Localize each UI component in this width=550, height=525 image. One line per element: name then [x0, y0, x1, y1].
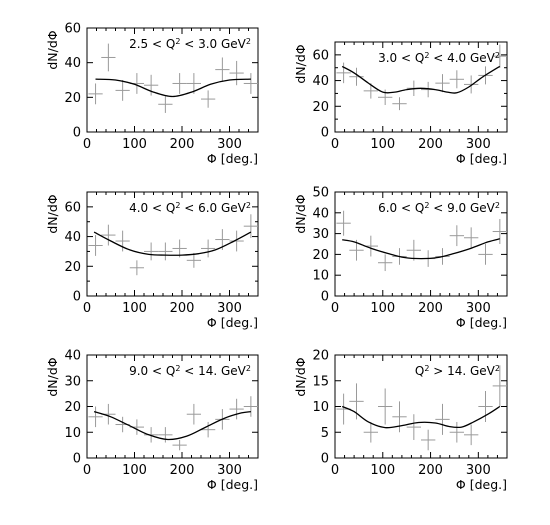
- x-tick-label: 200: [418, 137, 443, 152]
- panel-label: 4.0 < Q2 < 6.0 GeV2: [129, 201, 251, 216]
- y-axis-label: dN/dΦ: [45, 194, 60, 233]
- x-tick-label: 100: [370, 137, 395, 152]
- panel-2: 0 100 200 300 0 20 40 60 Φ [deg.] dN/dΦ 3.0 < Q2 <…: [293, 41, 508, 166]
- fit-curve: [341, 65, 501, 94]
- x-tick-label: 100: [370, 301, 395, 316]
- x-tick-label: 200: [418, 463, 443, 478]
- y-tick-label: 0: [321, 452, 329, 467]
- x-axis-label: Φ [deg.]: [456, 151, 507, 166]
- x-tick-label: 200: [170, 463, 195, 478]
- y-tick-label: 5: [321, 426, 329, 441]
- y-tick-label: 0: [73, 126, 81, 141]
- panel-6: 0 100 200 300 0 5 10 15 20 Φ [deg.] dN/dΦ Q2 > 14. …: [293, 349, 508, 492]
- y-tick-label: 0: [73, 290, 81, 305]
- x-axis-label: Φ [deg.]: [207, 477, 258, 492]
- x-tick-label: 200: [170, 137, 195, 152]
- y-tick-label: 0: [73, 452, 81, 467]
- y-tick-label: 60: [64, 22, 81, 37]
- x-tick-label: 100: [122, 463, 147, 478]
- panel-5: 0 100 200 300 0 10 20 30 40 Φ [deg.] dN/dΦ 9.0 < Q2…: [45, 349, 259, 492]
- panel-1: 0 100 200 300 0 20 40 60 Φ [deg.] dN/dΦ 2.5 < Q2 <…: [45, 22, 259, 166]
- x-tick-label: 300: [217, 137, 242, 152]
- x-tick-label: 300: [466, 137, 491, 152]
- fit-curve: [342, 238, 500, 260]
- x-axis-label: Φ [deg.]: [207, 315, 258, 330]
- panel-4: 0 100 200 300 0 10 20 30 40 50 Φ [deg.] dN/dΦ 6.0 < …: [293, 186, 508, 330]
- y-tick-label: 20: [64, 260, 81, 275]
- x-axis-label: Φ [deg.]: [456, 477, 507, 492]
- x-axis-label: Φ [deg.]: [207, 151, 258, 166]
- y-tick-label: 20: [64, 400, 81, 415]
- x-tick-label: 300: [217, 301, 242, 316]
- fit-curve: [95, 78, 251, 98]
- fit-curve: [93, 231, 252, 256]
- x-tick-label: 100: [122, 137, 147, 152]
- y-axis-label: dN/dΦ: [293, 44, 308, 83]
- x-tick-label: 200: [170, 301, 195, 316]
- panel-label: 9.0 < Q2 < 14. GeV2: [129, 364, 251, 379]
- y-tick-label: 40: [64, 56, 81, 71]
- panel-label: 3.0 < Q2 < 4.0 GeV2: [378, 51, 500, 66]
- x-tick-label: 300: [217, 463, 242, 478]
- y-tick-label: 10: [312, 269, 329, 284]
- panel-label: Q2 > 14. GeV2: [415, 364, 500, 379]
- y-tick-label: 40: [312, 74, 329, 89]
- x-tick-label: 0: [83, 463, 91, 478]
- panel-3: 0 100 200 300 0 20 40 60 Φ [deg.] dN/dΦ 4.0 < Q2 <…: [45, 191, 259, 330]
- y-tick-label: 30: [312, 227, 329, 242]
- x-tick-label: 0: [331, 463, 339, 478]
- y-tick-label: 15: [312, 374, 329, 389]
- x-tick-label: 300: [466, 301, 491, 316]
- panel-label: 2.5 < Q2 < 3.0 GeV2: [129, 37, 251, 52]
- y-tick-label: 10: [64, 426, 81, 441]
- y-axis-label: dN/dΦ: [293, 357, 308, 396]
- y-tick-label: 0: [321, 126, 329, 141]
- y-tick-label: 20: [312, 349, 329, 364]
- y-tick-label: 40: [64, 230, 81, 245]
- y-tick-label: 30: [64, 374, 81, 389]
- y-axis-label: dN/dΦ: [45, 357, 60, 396]
- x-tick-label: 0: [83, 137, 91, 152]
- panel-label: 6.0 < Q2 < 9.0 GeV2: [378, 201, 500, 216]
- x-tick-label: 0: [83, 301, 91, 316]
- y-tick-label: 40: [312, 206, 329, 221]
- y-tick-label: 20: [312, 248, 329, 263]
- x-tick-label: 100: [370, 463, 395, 478]
- y-axis-label: dN/dΦ: [293, 194, 308, 233]
- x-tick-label: 0: [331, 301, 339, 316]
- y-tick-label: 20: [312, 100, 329, 115]
- y-tick-label: 50: [312, 186, 329, 201]
- x-tick-label: 0: [331, 137, 339, 152]
- x-tick-label: 100: [122, 301, 147, 316]
- y-tick-label: 10: [312, 400, 329, 415]
- y-tick-label: 40: [64, 349, 81, 364]
- y-tick-label: 60: [312, 48, 329, 63]
- fit-curve: [341, 405, 501, 429]
- y-tick-label: 20: [64, 91, 81, 106]
- fit-curve: [93, 410, 252, 441]
- y-axis-label: dN/dΦ: [45, 30, 60, 69]
- y-tick-label: 0: [321, 290, 329, 305]
- y-tick-label: 60: [64, 200, 81, 215]
- x-axis-label: Φ [deg.]: [456, 315, 507, 330]
- x-tick-label: 300: [466, 463, 491, 478]
- x-tick-label: 200: [418, 301, 443, 316]
